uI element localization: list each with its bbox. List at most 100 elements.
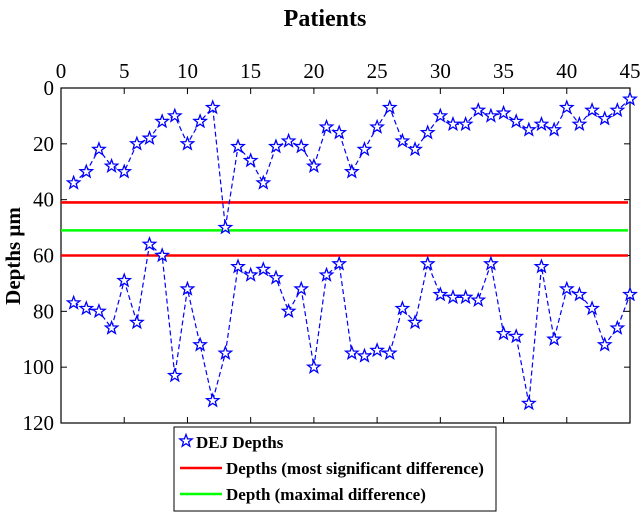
y-tick-label: 0 <box>44 76 55 100</box>
reference-lines <box>61 201 628 257</box>
data-point-star <box>584 101 601 118</box>
legend-box <box>173 426 497 512</box>
data-point-star <box>154 113 171 129</box>
legend: DEJ Depths Depths (most significant diffe… <box>173 426 497 512</box>
chart-title: Patients <box>284 6 367 32</box>
data-point-star <box>293 280 310 296</box>
data-point-star <box>369 342 386 358</box>
data-point-star <box>78 300 95 316</box>
data-point-star <box>445 115 461 132</box>
data-point-star <box>356 347 373 363</box>
data-point-star <box>141 129 158 146</box>
data-point-star <box>584 300 601 316</box>
data-point-star <box>280 132 297 148</box>
x-tick-label: 25 <box>367 59 388 83</box>
y-tick-label: 20 <box>33 132 54 156</box>
y-tick-label: 120 <box>23 411 55 435</box>
data-point-star <box>596 110 613 126</box>
data-point-star <box>116 272 133 288</box>
data-point-star <box>242 266 259 282</box>
data-point-star <box>255 261 272 277</box>
y-tick-label: 80 <box>33 299 54 323</box>
data-point-star <box>280 302 297 319</box>
data-point-star <box>622 90 638 106</box>
data-point-star <box>154 247 171 263</box>
data-point-star <box>419 124 436 140</box>
data-point-star <box>508 113 525 129</box>
legend-star-icon <box>178 432 194 448</box>
data-point-star <box>242 152 259 168</box>
data-point-star <box>470 291 487 307</box>
data-point-star <box>90 141 107 157</box>
data-point-star <box>609 101 626 118</box>
data-point-star <box>179 135 196 151</box>
data-point-star <box>331 255 348 271</box>
data-point-star <box>533 258 550 274</box>
data-point-star <box>179 280 196 296</box>
data-point-star <box>128 314 145 330</box>
x-tick-label: 45 <box>620 59 641 83</box>
data-point-star <box>217 219 234 235</box>
data-point-star <box>508 328 525 344</box>
data-point-star <box>369 118 386 134</box>
data-point-star <box>331 124 348 140</box>
data-point-star <box>407 141 424 157</box>
data-point-star <box>318 266 335 282</box>
x-tick-label: 30 <box>430 59 451 83</box>
data-point-star <box>305 157 322 173</box>
series-group <box>65 90 638 411</box>
x-tick-label: 10 <box>177 59 198 83</box>
data-point-star <box>90 302 107 319</box>
data-point-star <box>192 113 209 129</box>
data-point-star <box>495 104 512 120</box>
x-tick-label: 15 <box>240 59 261 83</box>
data-point-star <box>482 255 499 271</box>
data-point-star <box>356 141 373 157</box>
data-point-star <box>192 336 209 352</box>
data-point-star <box>520 121 537 137</box>
data-point-star <box>103 319 120 335</box>
data-point-star <box>267 269 284 285</box>
data-point-star <box>65 294 82 310</box>
data-point-star <box>432 107 449 123</box>
data-point-star <box>558 99 575 115</box>
data-point-star <box>343 163 360 179</box>
data-point-star <box>457 288 474 305</box>
x-axis: 0 5 10 15 20 25 30 35 40 45 <box>56 59 641 423</box>
data-point-star <box>457 115 474 132</box>
legend-label: Depths (most significant difference) <box>226 459 484 478</box>
data-point-star <box>65 174 82 190</box>
y-axis: 0 20 40 60 80 100 120 <box>23 76 630 435</box>
data-point-star <box>622 286 638 302</box>
data-point-star <box>166 367 183 383</box>
data-point-star <box>103 157 120 173</box>
data-point-star <box>520 395 537 411</box>
x-tick-label: 40 <box>556 59 577 83</box>
data-point-star <box>609 319 626 335</box>
data-point-star <box>596 336 613 352</box>
x-tick-label: 20 <box>303 59 324 83</box>
data-point-star <box>495 325 512 341</box>
data-point-star <box>432 286 449 302</box>
data-point-star <box>381 344 398 360</box>
data-point-star <box>445 288 461 305</box>
y-tick-label: 60 <box>33 244 54 268</box>
data-point-star <box>381 99 398 115</box>
data-point-star <box>78 163 95 179</box>
data-point-star <box>533 115 550 132</box>
legend-label: Depth (maximal difference) <box>226 485 426 504</box>
data-point-star <box>394 132 411 148</box>
data-point-star <box>128 135 145 151</box>
data-point-star <box>305 358 322 374</box>
data-point-star <box>204 392 221 408</box>
data-point-star <box>571 115 588 132</box>
legend-label: DEJ Depths <box>196 433 284 452</box>
data-point-star <box>318 118 335 134</box>
data-point-star <box>546 330 563 347</box>
data-point-star <box>394 300 411 316</box>
data-point-star <box>141 235 158 252</box>
data-point-star <box>204 99 221 115</box>
data-point-star <box>293 138 310 154</box>
data-point-star <box>217 344 234 360</box>
